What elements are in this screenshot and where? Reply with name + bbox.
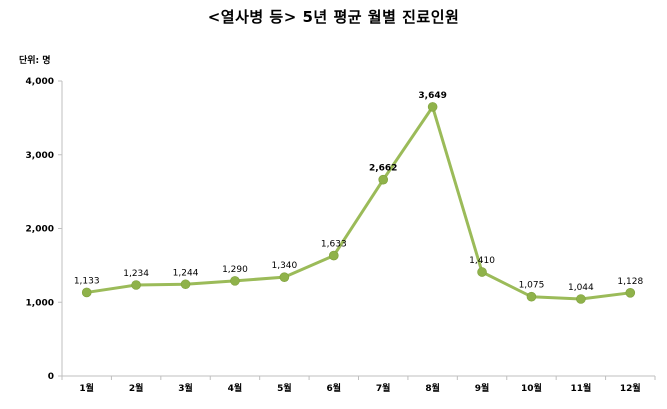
data-point [378,174,389,185]
y-tick-label: 3,000 [26,151,54,161]
data-label: 1,234 [123,269,149,279]
y-tick-label: 0 [48,372,54,382]
data-point [279,272,290,282]
data-label: 1,410 [469,256,495,266]
axes [58,80,656,380]
series-line [86,105,631,301]
data-label: 1,128 [617,277,643,287]
data-point [576,294,586,304]
y-tick-label: 4,000 [26,77,54,87]
data-point [81,287,92,298]
y-tick-labels: 0 1,000 2,000 3,000 4,000 [26,77,54,382]
data-point [625,288,636,298]
x-tick-label: 2월 [129,382,144,394]
data-point [131,280,141,290]
data-point [328,250,339,261]
data-label: 1,133 [74,276,100,286]
x-tick-label: 9월 [475,382,490,394]
data-points [81,102,636,304]
x-tick-label: 6월 [327,382,342,394]
x-tick-label: 1월 [79,382,94,394]
x-tick-label: 5월 [277,382,292,394]
data-label: 1,044 [568,283,594,293]
x-tick-label: 8월 [425,382,440,394]
data-point [427,102,438,112]
data-point [477,267,487,277]
data-label: 2,662 [369,164,397,174]
x-tick-label: 4월 [228,382,243,394]
y-tick-label: 1,000 [26,298,54,308]
y-tick-label: 2,000 [26,225,54,235]
x-tick-label: 7월 [376,382,391,394]
series-line-path [86,105,631,301]
x-tick-label: 11월 [570,382,591,394]
unit-label: 단위: 명 [19,56,51,66]
data-label: 1,290 [222,265,248,275]
x-tick-label: 12월 [620,382,641,394]
data-label: 1,244 [173,268,199,278]
chart-title: <열사병 등> 5년 평균 월별 진료인원 [207,8,460,26]
data-label: 1,340 [271,261,297,271]
x-tick-label: 10월 [521,382,542,394]
data-point [180,279,191,290]
x-tick-labels: 1월 2월 3월 4월 5월 6월 7월 8월 9월 10월 11월 12월 [79,382,640,394]
data-label: 1,633 [321,240,347,250]
data-point [526,291,537,302]
data-label: 3,649 [418,91,446,101]
data-labels: 1,133 1,234 1,244 1,290 1,340 1,633 2,662 3,649… [74,91,644,293]
data-point [230,276,240,286]
x-tick-label: 3월 [178,382,193,394]
data-label: 1,075 [519,281,545,291]
